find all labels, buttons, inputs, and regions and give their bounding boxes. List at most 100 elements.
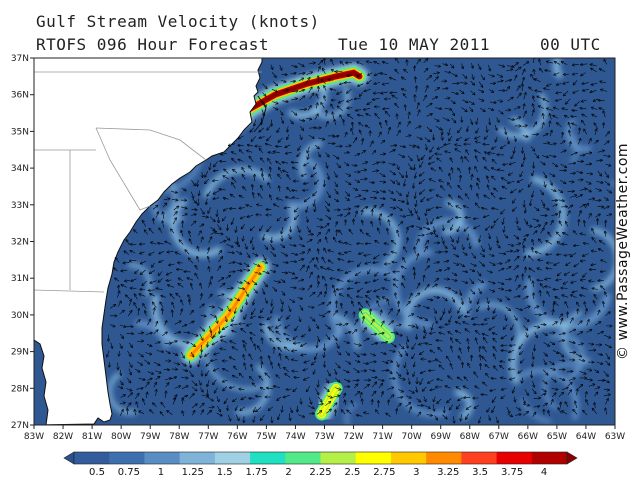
- vector-arrow: [435, 125, 442, 130]
- vector-arrow: [331, 104, 334, 110]
- vector-arrow: [354, 179, 360, 183]
- vector-arrow: [214, 161, 218, 166]
- vector-arrow: [333, 198, 338, 202]
- vector-arrow: [441, 186, 446, 191]
- vector-arrow: [519, 188, 524, 192]
- vector-arrow: [279, 64, 282, 70]
- vector-arrow: [214, 170, 219, 171]
- vector-arrow: [593, 98, 599, 101]
- vector-arrow: [408, 145, 415, 147]
- vector-arrow: [572, 110, 578, 111]
- vector-arrow: [597, 170, 602, 176]
- vector-arrow: [253, 193, 254, 199]
- eddy-swirl: [550, 333, 585, 380]
- vector-arrow: [471, 63, 473, 68]
- vector-arrow: [523, 111, 526, 118]
- vector-arrow: [596, 181, 603, 182]
- vector-arrow: [554, 108, 560, 110]
- vector-arrow: [278, 137, 283, 142]
- vector-arrow: [469, 106, 473, 111]
- vector-arrow: [488, 64, 490, 71]
- vector-arrow: [568, 181, 574, 182]
- vector-arrow: [285, 144, 291, 148]
- vector-arrow: [286, 152, 292, 153]
- vector-arrow: [345, 173, 351, 176]
- vector-arrow: [575, 100, 581, 106]
- vector-arrow: [604, 60, 608, 65]
- vector-arrow: [303, 190, 309, 191]
- vector-arrow: [404, 179, 405, 186]
- vector-arrow: [383, 83, 390, 85]
- vector-arrow: [452, 83, 459, 84]
- vector-arrow: [582, 114, 587, 118]
- vector-arrow: [429, 161, 435, 164]
- vector-arrow: [345, 191, 349, 197]
- vector-arrow: [523, 62, 528, 66]
- vector-arrow: [267, 125, 271, 130]
- vector-arrow: [374, 93, 381, 94]
- vector-arrow: [336, 162, 341, 168]
- vector-arrow: [380, 154, 385, 155]
- vector-arrow: [492, 168, 498, 171]
- vector-arrow: [414, 144, 419, 148]
- vector-arrow: [273, 81, 277, 86]
- vector-arrow: [426, 114, 433, 117]
- vector-arrow: [584, 129, 588, 135]
- vector-arrow: [379, 172, 385, 177]
- vector-arrow: [485, 152, 490, 156]
- vector-arrow: [333, 154, 339, 159]
- vector-arrow: [279, 168, 283, 174]
- vector-arrow: [476, 128, 479, 133]
- vector-arrow: [532, 110, 534, 117]
- vector-arrow: [568, 163, 576, 164]
- vector-arrow: [280, 80, 286, 82]
- vector-arrow: [451, 91, 459, 94]
- colorbar-label: 4: [541, 467, 547, 478]
- vector-arrow: [459, 82, 467, 83]
- vector-arrow: [369, 182, 374, 183]
- vector-arrow: [434, 66, 441, 67]
- vector-arrow: [547, 62, 553, 64]
- vector-arrow: [513, 107, 520, 110]
- vector-arrow: [604, 180, 609, 185]
- vector-arrow: [289, 119, 293, 124]
- vector-arrow: [287, 175, 291, 181]
- vector-arrow: [334, 181, 338, 187]
- vector-arrow: [550, 130, 552, 137]
- vector-arrow: [290, 81, 295, 82]
- vector-arrow: [591, 68, 597, 72]
- vector-arrow: [308, 63, 316, 64]
- colorbar-label: 3: [413, 467, 419, 478]
- vector-arrow: [423, 59, 428, 64]
- vector-arrow: [308, 153, 309, 160]
- vector-arrow: [316, 103, 317, 109]
- vector-arrow: [497, 101, 502, 102]
- vector-arrow: [380, 122, 382, 129]
- vector-arrow: [553, 116, 559, 119]
- vector-arrow: [395, 70, 399, 74]
- vector-arrow: [543, 114, 544, 120]
- y-tick-label: 36N: [11, 91, 29, 101]
- x-tick-label: 66W: [518, 432, 538, 442]
- vector-arrow: [326, 110, 327, 117]
- vector-arrow: [239, 196, 244, 199]
- vector-arrow: [573, 80, 578, 85]
- vector-arrow: [232, 183, 236, 189]
- vector-arrow: [334, 120, 336, 126]
- vector-arrow: [449, 135, 453, 141]
- vector-arrow: [397, 122, 400, 128]
- vector-arrow: [304, 197, 311, 201]
- vector-arrow: [398, 200, 404, 202]
- y-tick-label: 30N: [11, 311, 29, 321]
- vector-arrow: [298, 62, 304, 66]
- vector-arrow: [379, 198, 385, 199]
- vector-arrow: [560, 141, 565, 145]
- vector-arrow: [533, 104, 535, 110]
- vector-arrow: [419, 171, 425, 176]
- eddy-swirl: [380, 308, 407, 328]
- x-tick-label: 82W: [53, 432, 73, 442]
- vector-arrow: [457, 136, 462, 140]
- vector-arrow: [466, 150, 470, 155]
- vector-arrow: [480, 74, 485, 80]
- colorbar-cell: [179, 452, 216, 464]
